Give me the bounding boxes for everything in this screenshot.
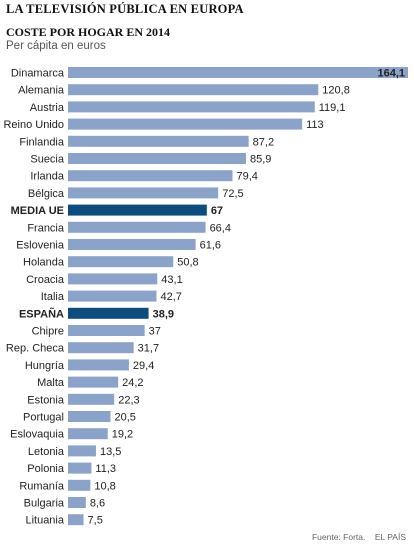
category-label-alemania: Alemania <box>18 85 65 97</box>
value-label-italia: 42,7 <box>160 291 181 303</box>
value-label-dinamarca: 164,1 <box>377 68 405 80</box>
bar-irlanda <box>68 170 233 182</box>
value-label-rumania: 10,8 <box>94 480 115 492</box>
bar-belgica <box>68 187 219 199</box>
category-label-rumania: Rumanía <box>19 480 65 492</box>
unit-label: Per cápita en euros <box>6 40 106 52</box>
value-label-austria: 119,1 <box>319 102 346 114</box>
bar-bulgaria <box>68 497 86 508</box>
bar-polonia <box>68 462 92 474</box>
value-label-francia: 66,4 <box>210 222 231 234</box>
value-label-rep-checa: 31,7 <box>138 343 159 355</box>
value-label-suecia: 85,9 <box>250 154 271 166</box>
bar-hungria <box>68 359 129 371</box>
category-label-letonia: Letonia <box>28 446 65 458</box>
value-label-media-ue: 67 <box>211 205 223 217</box>
value-label-lituania: 7,5 <box>88 515 103 527</box>
value-label-holanda: 50,8 <box>177 257 198 269</box>
value-label-alemania: 120,8 <box>322 85 350 97</box>
bar-estonia <box>68 393 115 405</box>
bar-eslovaquia <box>68 428 108 440</box>
value-label-espana: 38,9 <box>153 308 174 320</box>
category-label-finlandia: Finlandia <box>19 136 65 148</box>
value-label-reino-unido: 113 <box>306 119 324 131</box>
category-label-rep-checa: Rep. Checa <box>6 343 65 355</box>
bar-chipre <box>68 325 145 336</box>
category-label-estonia: Estonia <box>27 394 65 406</box>
category-label-eslovaquia: Eslovaquia <box>10 429 65 441</box>
category-label-media-ue: MEDIA UE <box>11 205 64 217</box>
value-label-finlandia: 87,2 <box>253 136 274 148</box>
category-label-portugal: Portugal <box>23 412 64 424</box>
bar-reino-unido <box>68 118 303 130</box>
bar-lituania <box>68 514 84 526</box>
category-label-malta: Malta <box>37 377 65 389</box>
source-footer: Fuente: Forta. EL PAÍS <box>312 532 406 542</box>
publisher-text: EL PAÍS <box>374 532 406 542</box>
category-label-dinamarca: Dinamarca <box>11 68 65 80</box>
source-text: Fuente: Forta. <box>311 532 366 542</box>
bar-eslovenia <box>68 239 196 250</box>
bar-rumania <box>68 479 91 491</box>
bar-espana <box>68 307 149 319</box>
category-label-polonia: Polonia <box>27 463 65 475</box>
category-label-espana: ESPAÑA <box>19 307 64 320</box>
bar-croacia <box>68 273 158 285</box>
value-label-croacia: 43,1 <box>161 274 182 286</box>
bar-italia <box>68 290 157 302</box>
bar-holanda <box>68 256 174 268</box>
category-label-italia: Italia <box>41 291 65 303</box>
category-label-reino-unido: Reino Unido <box>3 119 64 131</box>
bar-austria <box>68 101 315 113</box>
value-label-eslovenia: 61,6 <box>200 240 221 252</box>
bar-alemania <box>68 84 319 96</box>
value-label-eslovaquia: 19,2 <box>112 429 133 441</box>
category-label-eslovenia: Eslovenia <box>16 240 65 252</box>
category-label-lituania: Lituania <box>25 515 64 527</box>
category-label-bulgaria: Bulgaria <box>24 498 65 510</box>
value-label-estonia: 22,3 <box>118 394 139 406</box>
value-label-hungria: 29,4 <box>133 360 154 372</box>
bar-francia <box>68 221 206 233</box>
category-label-hungria: Hungría <box>25 360 65 372</box>
value-label-letonia: 13,5 <box>100 446 121 458</box>
chart-subtitle: COSTE POR HOGAR EN 2014 <box>6 25 171 39</box>
value-label-belgica: 72,5 <box>222 188 243 200</box>
bar-dinamarca <box>68 67 408 78</box>
value-label-chipre: 37 <box>149 326 161 338</box>
bar-media-ue <box>68 204 207 216</box>
category-label-francia: Francia <box>27 222 65 234</box>
bar-rep-checa <box>68 342 134 354</box>
bar-letonia <box>68 445 96 457</box>
category-label-austria: Austria <box>30 102 65 114</box>
category-label-belgica: Bélgica <box>28 188 65 200</box>
bar-portugal <box>68 411 111 422</box>
value-label-irlanda: 79,4 <box>237 171 258 183</box>
category-label-holanda: Holanda <box>23 257 65 269</box>
bar-finlandia <box>68 135 249 147</box>
value-label-bulgaria: 8,6 <box>90 498 105 510</box>
category-label-croacia: Croacia <box>26 274 65 286</box>
chart-title: LA TELEVISIÓN PÚBLICA EN EUROPA <box>6 2 244 16</box>
value-label-malta: 24,2 <box>122 377 143 389</box>
bar-suecia <box>68 153 246 164</box>
value-label-portugal: 20,5 <box>114 412 135 424</box>
category-label-suecia: Suecia <box>30 154 65 166</box>
category-label-chipre: Chipre <box>32 326 64 338</box>
value-label-polonia: 11,3 <box>95 463 116 475</box>
category-label-irlanda: Irlanda <box>30 171 65 183</box>
bar-malta <box>68 376 119 388</box>
